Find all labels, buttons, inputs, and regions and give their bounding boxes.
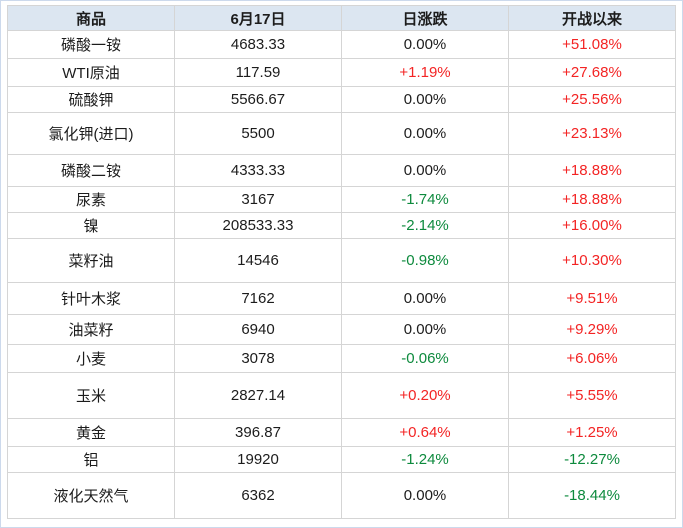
commodity-name-cell: 玉米 [7,372,175,419]
since-war-start-cell: +9.29% [508,314,676,345]
daily-change-cell: 0.00% [341,314,509,345]
daily-change-cell: +1.19% [341,58,509,87]
daily-change-cell: 0.00% [341,30,509,59]
price-cell: 5566.67 [174,86,342,113]
header-row: 商品 6月17日 日涨跌 开战以来 [7,5,676,31]
daily-change-cell: +0.20% [341,372,509,419]
since-war-start-cell: +18.88% [508,186,676,213]
commodity-name-cell: 磷酸二铵 [7,154,175,187]
price-cell: 4333.33 [174,154,342,187]
daily-change-cell: 0.00% [341,282,509,315]
table-row: 油菜籽 6940 0.00% +9.29% [7,314,676,345]
commodity-price-table: 商品 6月17日 日涨跌 开战以来 磷酸一铵 4683.33 0.00% +51… [7,5,676,519]
price-cell: 6362 [174,472,342,519]
commodity-name-cell: 液化天然气 [7,472,175,519]
since-war-start-cell: -12.27% [508,446,676,473]
commodity-name-cell: 镍 [7,212,175,239]
price-cell: 208533.33 [174,212,342,239]
daily-change-cell: -2.14% [341,212,509,239]
since-war-start-cell: +18.88% [508,154,676,187]
price-cell: 19920 [174,446,342,473]
daily-change-cell: -0.98% [341,238,509,283]
column-header-daily-change: 日涨跌 [341,5,509,31]
commodity-name-cell: 小麦 [7,344,175,373]
price-cell: 396.87 [174,418,342,447]
table-row: 铝 19920 -1.24% -12.27% [7,446,676,473]
table-row: 针叶木浆 7162 0.00% +9.51% [7,282,676,315]
commodity-name-cell: 硫酸钾 [7,86,175,113]
column-header-since-war-start: 开战以来 [508,5,676,31]
since-war-start-cell: +51.08% [508,30,676,59]
daily-change-cell: -1.24% [341,446,509,473]
commodity-name-cell: WTI原油 [7,58,175,87]
daily-change-cell: -0.06% [341,344,509,373]
commodity-name-cell: 铝 [7,446,175,473]
price-cell: 6940 [174,314,342,345]
since-war-start-cell: +25.56% [508,86,676,113]
since-war-start-cell: +6.06% [508,344,676,373]
table-row: 硫酸钾 5566.67 0.00% +25.56% [7,86,676,113]
price-cell: 5500 [174,112,342,155]
commodity-name-cell: 针叶木浆 [7,282,175,315]
daily-change-cell: 0.00% [341,154,509,187]
daily-change-cell: 0.00% [341,112,509,155]
table-row: 菜籽油 14546 -0.98% +10.30% [7,238,676,283]
price-cell: 3167 [174,186,342,213]
table-row: 镍 208533.33 -2.14% +16.00% [7,212,676,239]
since-war-start-cell: +16.00% [508,212,676,239]
column-header-commodity: 商品 [7,5,175,31]
column-header-date-price: 6月17日 [174,5,342,31]
since-war-start-cell: +10.30% [508,238,676,283]
price-cell: 14546 [174,238,342,283]
price-cell: 2827.14 [174,372,342,419]
table-row: 磷酸一铵 4683.33 0.00% +51.08% [7,30,676,59]
table-row: 尿素 3167 -1.74% +18.88% [7,186,676,213]
commodity-name-cell: 氯化钾(进口) [7,112,175,155]
since-war-start-cell: +5.55% [508,372,676,419]
table-row: 液化天然气 6362 0.00% -18.44% [7,472,676,519]
table-row: 磷酸二铵 4333.33 0.00% +18.88% [7,154,676,187]
price-cell: 7162 [174,282,342,315]
since-war-start-cell: +23.13% [508,112,676,155]
since-war-start-cell: +27.68% [508,58,676,87]
price-cell: 4683.33 [174,30,342,59]
price-cell: 3078 [174,344,342,373]
since-war-start-cell: -18.44% [508,472,676,519]
daily-change-cell: -1.74% [341,186,509,213]
table-body: 磷酸一铵 4683.33 0.00% +51.08% WTI原油 117.59 … [7,30,676,519]
table-row: 玉米 2827.14 +0.20% +5.55% [7,372,676,419]
table-row: WTI原油 117.59 +1.19% +27.68% [7,58,676,87]
commodity-name-cell: 菜籽油 [7,238,175,283]
table-row: 小麦 3078 -0.06% +6.06% [7,344,676,373]
since-war-start-cell: +9.51% [508,282,676,315]
table-header: 商品 6月17日 日涨跌 开战以来 [7,5,676,31]
commodity-name-cell: 尿素 [7,186,175,213]
since-war-start-cell: +1.25% [508,418,676,447]
commodity-name-cell: 磷酸一铵 [7,30,175,59]
table-row: 黄金 396.87 +0.64% +1.25% [7,418,676,447]
daily-change-cell: 0.00% [341,472,509,519]
daily-change-cell: 0.00% [341,86,509,113]
commodity-name-cell: 黄金 [7,418,175,447]
table-row: 氯化钾(进口) 5500 0.00% +23.13% [7,112,676,155]
commodity-name-cell: 油菜籽 [7,314,175,345]
daily-change-cell: +0.64% [341,418,509,447]
price-cell: 117.59 [174,58,342,87]
